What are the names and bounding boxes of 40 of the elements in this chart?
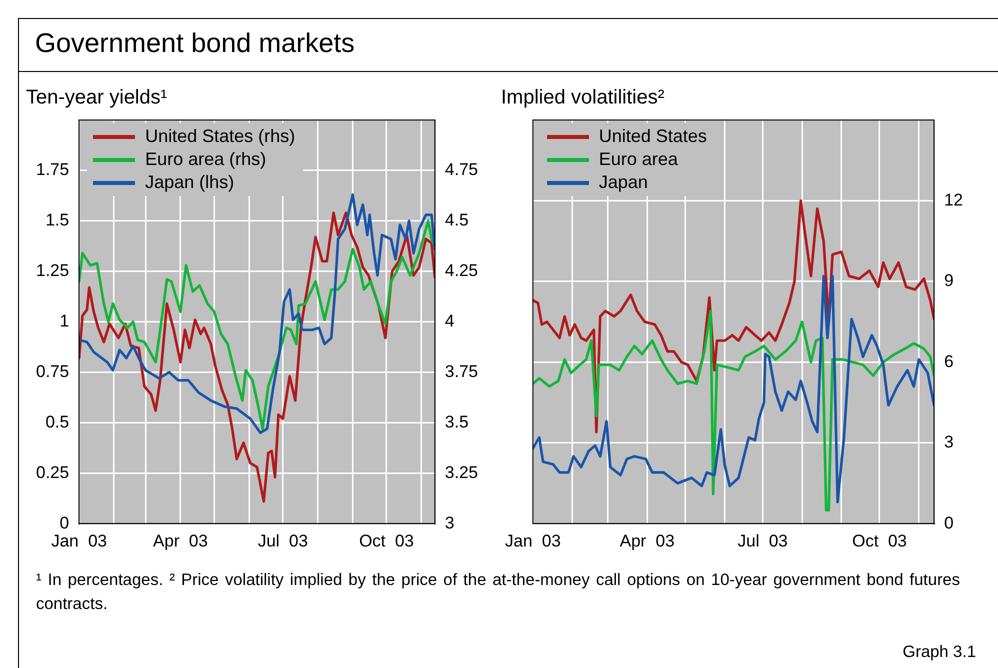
- y2-tick-label: 6: [944, 352, 954, 371]
- y-tick-label: 0.5: [45, 412, 70, 432]
- y2-tick-label: 3: [944, 432, 954, 452]
- legend-label: Japan (lhs): [144, 171, 236, 194]
- x-tick-label: Apr 03: [153, 531, 208, 550]
- legend-label: United States: [598, 125, 707, 148]
- x-tick-label: Jan 03: [505, 531, 561, 550]
- x-tick-label: Jan 03: [51, 531, 107, 550]
- legend-label: Japan: [598, 171, 649, 194]
- x-tick-label: Oct 03: [359, 531, 414, 550]
- y-tick-label: 1.75: [36, 160, 70, 180]
- x-tick-label: Oct 03: [852, 531, 907, 550]
- caption: Graph 3.1: [902, 643, 976, 662]
- y2-tick-label: 0: [944, 513, 954, 532]
- legend-label: Euro area (rhs): [144, 148, 268, 171]
- y2-tick-label: 3.25: [444, 462, 478, 482]
- text: ¹ In percentages. ² Price volatility implied by the price of the at-the-money call options on 10-year government bond futures contracts.: [36, 570, 960, 615]
- chart-title: Ten-year yields¹: [26, 86, 168, 109]
- y-tick-label: 0.25: [36, 462, 70, 482]
- y2-tick-label: 9: [944, 271, 954, 290]
- y2-tick-label: 3: [444, 513, 454, 532]
- y2-tick-label: 4.5: [444, 210, 469, 230]
- y2-tick-label: 4.25: [444, 261, 478, 280]
- y-tick-label: 0.75: [36, 362, 70, 381]
- x-tick-label: Apr 03: [620, 531, 675, 550]
- y2-tick-label: 3.75: [444, 362, 478, 381]
- y2-tick-label: 12: [944, 190, 964, 210]
- y2-tick-label: 4.75: [444, 160, 478, 180]
- x-tick-label: Jul 03: [738, 531, 788, 550]
- text: Government bond markets: [18, 18, 998, 72]
- y-tick-label: 1: [60, 311, 70, 330]
- legend-label: Euro area: [598, 148, 679, 171]
- y-tick-label: 1.5: [45, 210, 70, 230]
- y2-tick-label: 4: [444, 311, 454, 330]
- y2-tick-label: 3.5: [444, 412, 469, 432]
- chart-title: Implied volatilities²: [501, 86, 665, 109]
- y-tick-label: 0: [60, 513, 70, 532]
- x-tick-label: Jul 03: [258, 531, 308, 550]
- legend-label: United States (rhs): [144, 125, 296, 148]
- y-tick-label: 1.25: [36, 261, 70, 280]
